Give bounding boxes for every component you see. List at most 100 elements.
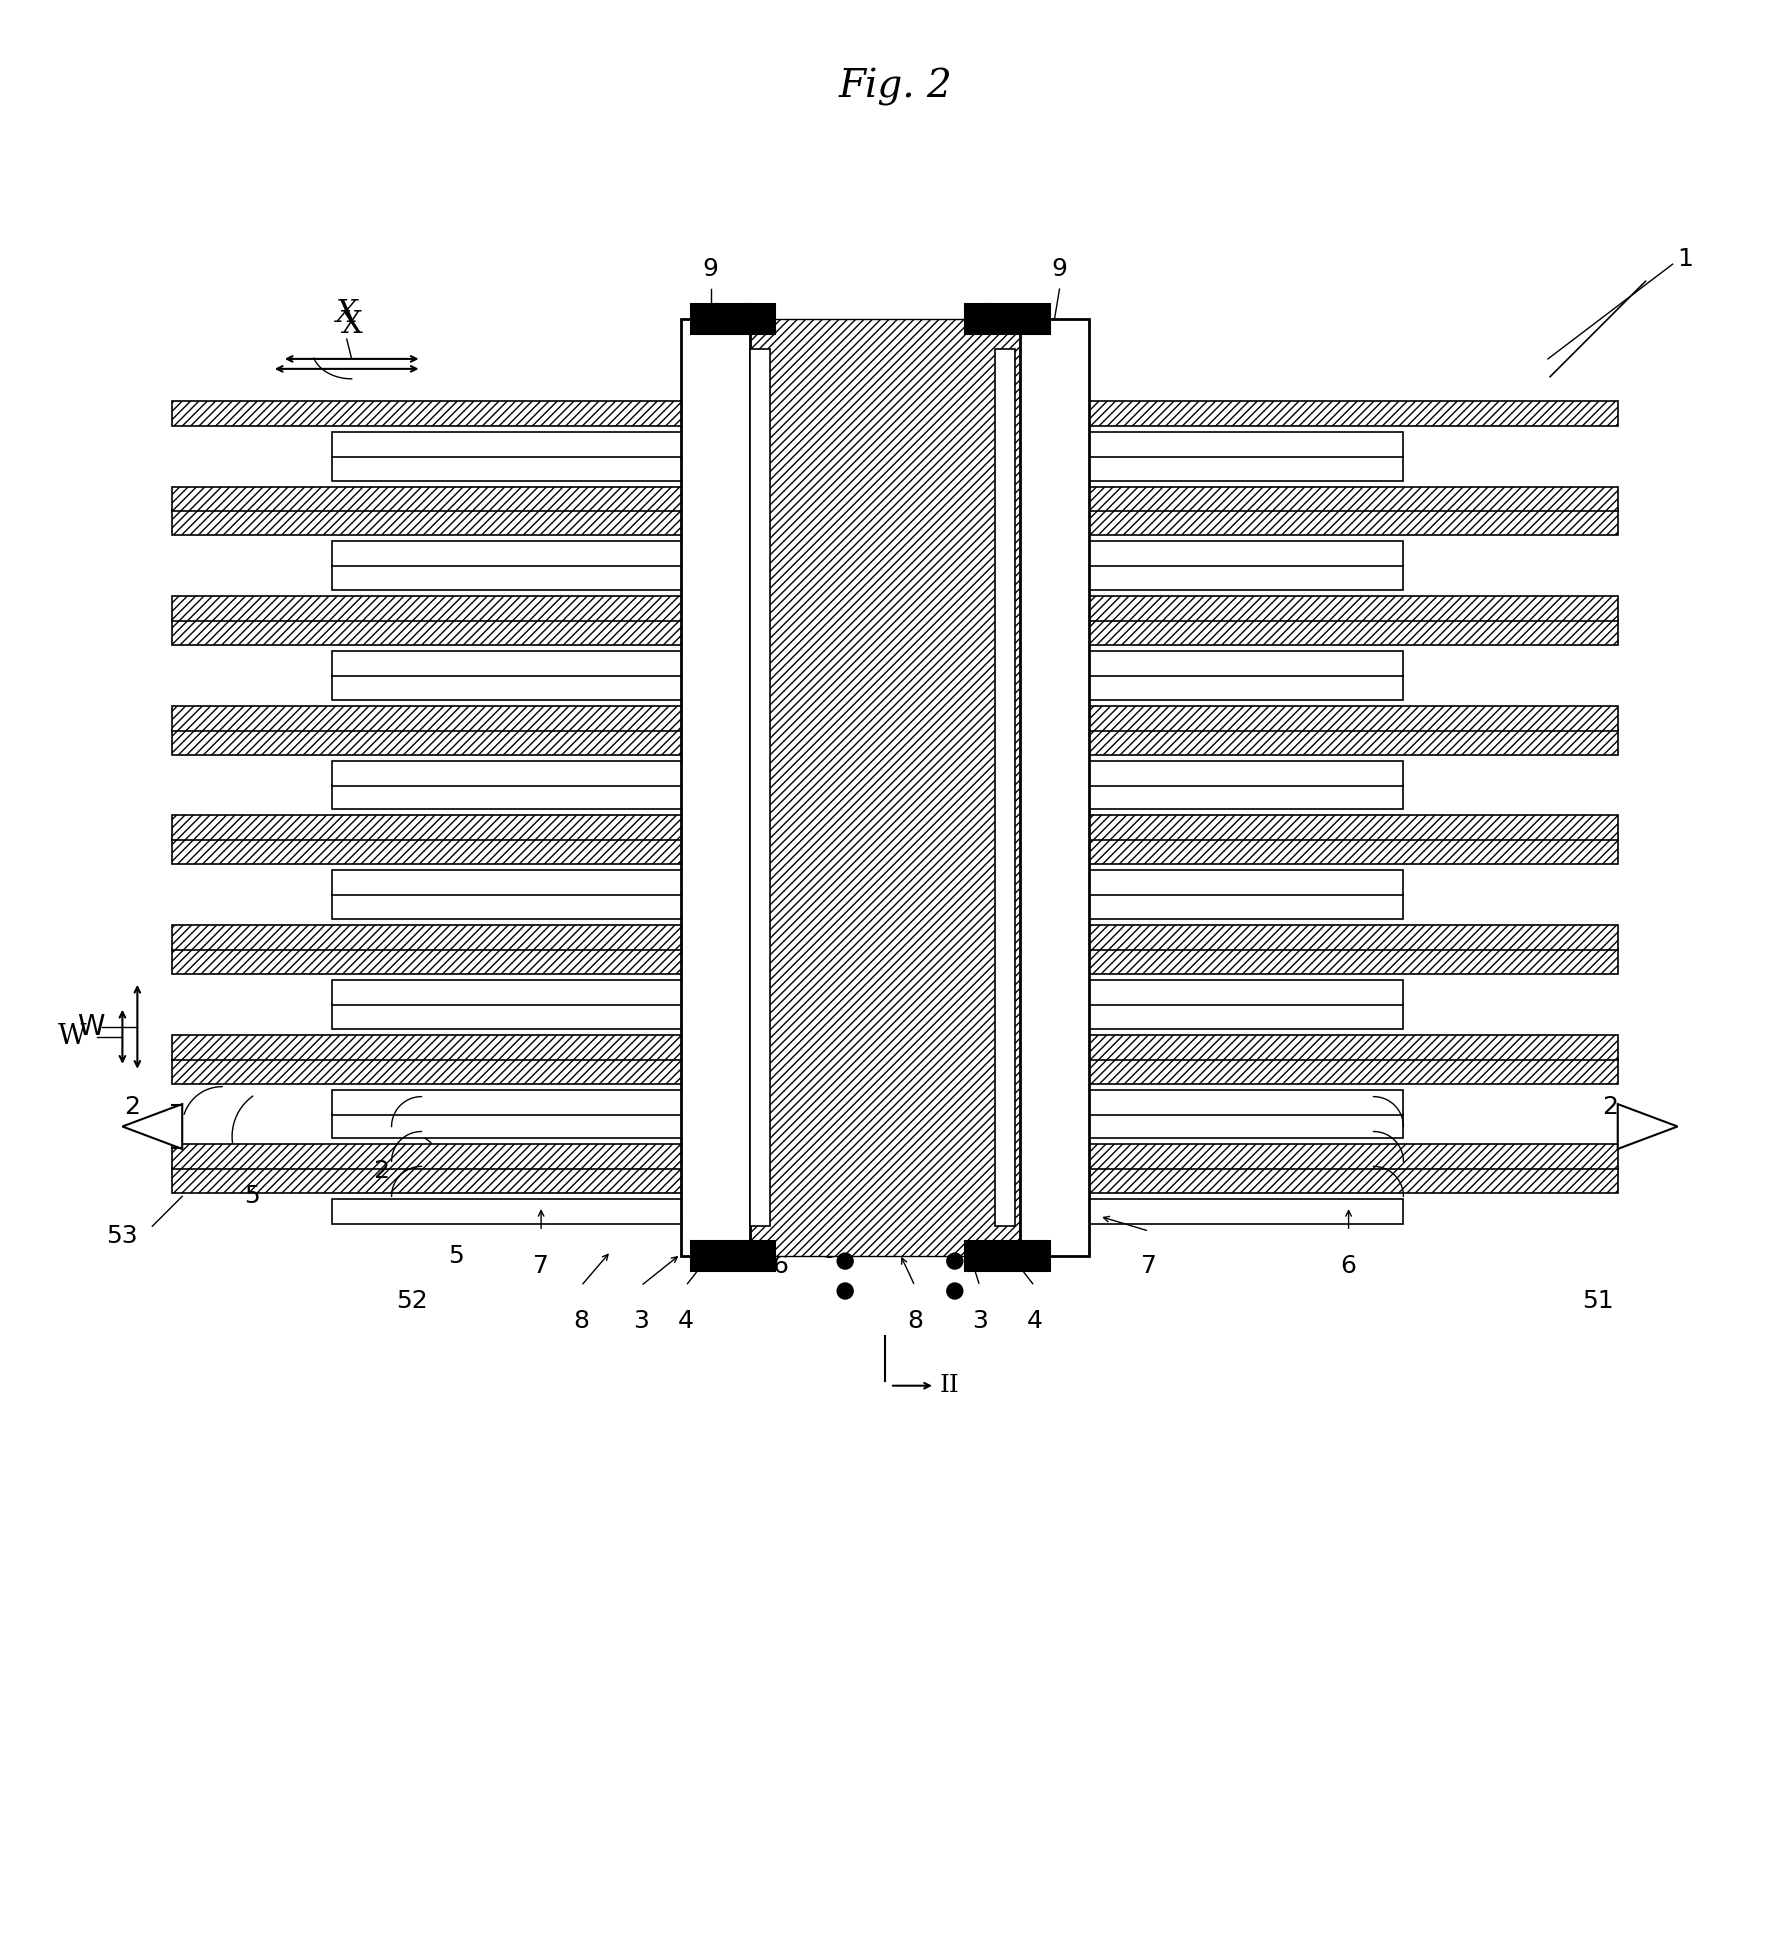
Bar [172,926,699,949]
Bar [1090,486,1617,511]
Bar [1090,839,1617,864]
Text: 3: 3 [633,1309,648,1333]
Text: 6: 6 [1340,1253,1356,1278]
Bar [331,870,691,895]
Bar [750,320,1020,1255]
Bar [750,320,1020,1255]
Bar [964,1242,989,1271]
Bar [172,705,699,730]
Bar [331,1003,691,1029]
Bar [172,1034,699,1060]
Text: 3: 3 [971,1309,988,1333]
Bar [172,1168,699,1193]
Bar [1020,320,1090,1255]
Bar [680,320,750,1255]
Bar [750,349,769,1226]
Bar [1090,730,1617,755]
Bar [331,651,691,676]
Bar [172,597,699,622]
Bar [1084,1091,1403,1114]
Text: 9: 9 [1050,258,1066,281]
Bar [331,980,691,1005]
Bar [1084,674,1403,699]
Bar [1084,455,1403,480]
Text: 7: 7 [1141,1253,1156,1278]
Text: 9: 9 [703,258,717,281]
Text: 8: 8 [907,1309,923,1333]
Bar [1090,926,1617,949]
Text: Fig. 2: Fig. 2 [837,68,952,107]
Text: 2: 2 [1601,1094,1617,1118]
Bar [172,620,699,645]
Bar [172,815,699,841]
Bar [1090,511,1617,535]
Bar [172,839,699,864]
Text: 4: 4 [678,1309,694,1333]
Bar [331,784,691,810]
Bar [1090,1060,1617,1083]
Bar [691,304,750,333]
Bar [172,401,699,426]
Bar [1084,1003,1403,1029]
Circle shape [837,1282,853,1300]
Bar [1084,980,1403,1005]
Text: 6: 6 [771,1253,787,1278]
Bar [172,486,699,511]
Circle shape [837,1253,853,1269]
Bar [331,566,691,591]
Circle shape [946,1253,962,1269]
Bar [172,511,699,535]
Text: X: X [336,298,358,329]
Bar [995,349,1014,1226]
Bar [1084,540,1403,566]
Bar [989,304,1048,333]
Bar [1084,1199,1403,1224]
Polygon shape [1617,1104,1676,1149]
Text: 1: 1 [1676,248,1692,271]
Text: 51: 51 [1581,1288,1612,1313]
Bar [1090,815,1617,841]
Bar [331,1114,691,1139]
Bar [750,1242,775,1271]
Bar [1084,784,1403,810]
Bar [1090,1034,1617,1060]
Bar [1090,401,1617,426]
Text: 53: 53 [107,1224,138,1247]
Text: W: W [59,1023,88,1050]
Circle shape [946,1282,962,1300]
Bar [1090,1145,1617,1170]
Bar [331,674,691,699]
Bar [1090,949,1617,974]
Bar [172,949,699,974]
Bar [1090,1168,1617,1193]
Bar [1090,620,1617,645]
Text: 2: 2 [374,1160,390,1184]
Text: 5: 5 [243,1184,259,1209]
Bar [331,432,691,457]
Text: II: II [939,1373,959,1397]
Bar [1090,597,1617,622]
Text: 7: 7 [533,1253,549,1278]
Bar [964,304,989,333]
Text: II: II [1034,806,1054,829]
Bar [691,1242,750,1271]
Bar [989,1242,1048,1271]
Bar [331,455,691,480]
Bar [750,304,775,333]
Text: 2: 2 [123,1094,140,1118]
Bar [331,540,691,566]
Text: W: W [77,1013,106,1040]
Bar [172,1145,699,1170]
Bar [1084,761,1403,786]
Bar [1084,651,1403,676]
Bar [331,895,691,920]
Polygon shape [122,1104,182,1149]
Bar [331,1091,691,1114]
Bar [331,1199,691,1224]
Bar [1084,1114,1403,1139]
Text: 4: 4 [1027,1309,1041,1333]
Text: 8: 8 [572,1309,589,1333]
Text: 5: 5 [821,1240,837,1263]
Bar [1084,870,1403,895]
Bar [172,1060,699,1083]
